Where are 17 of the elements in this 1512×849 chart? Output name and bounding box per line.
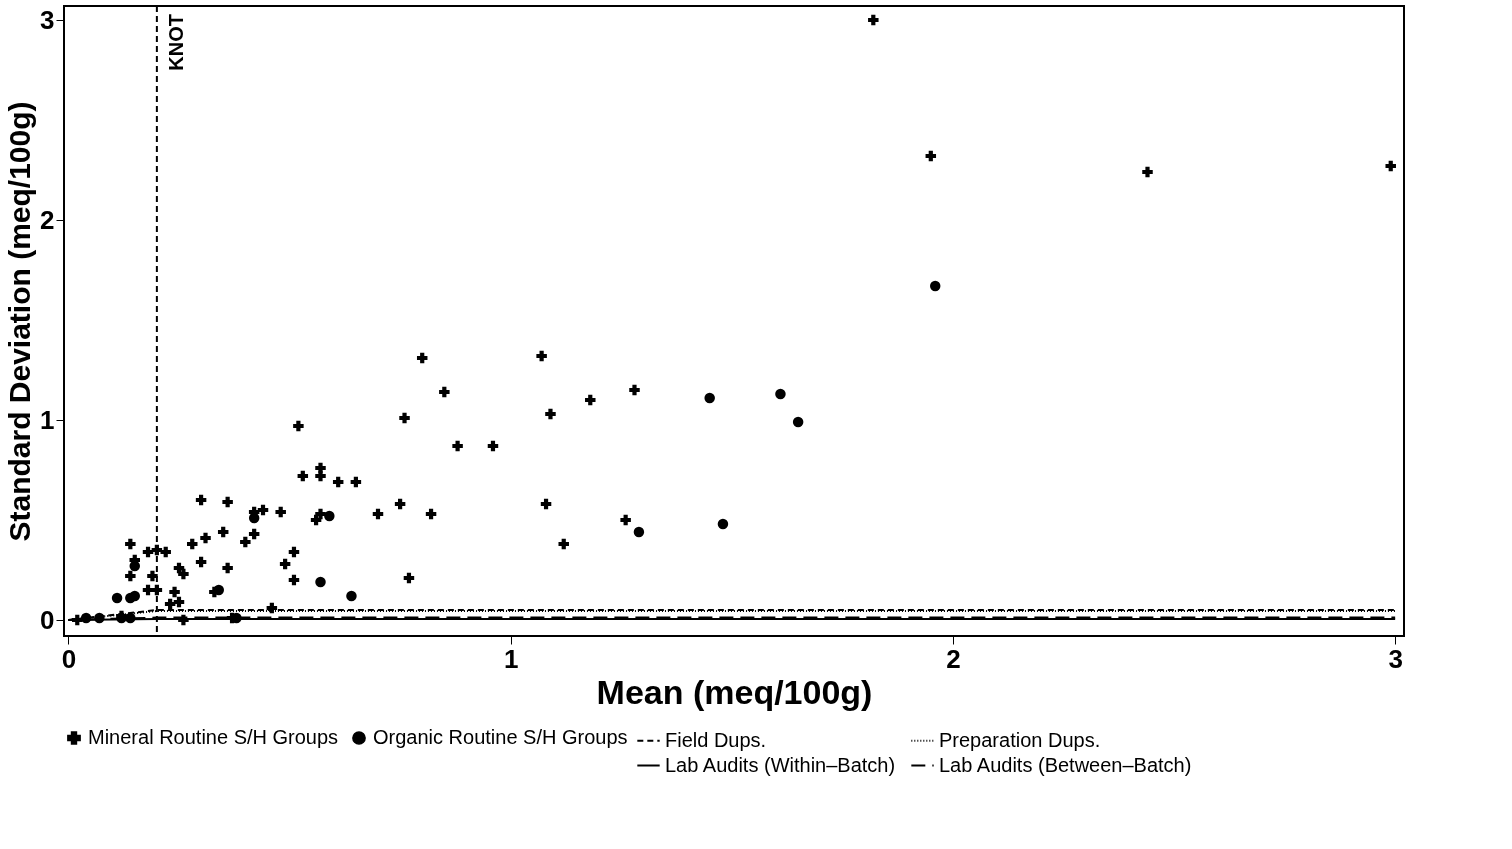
y-tick-label: 3 (40, 4, 55, 35)
x-tick-label: 3 (1388, 643, 1403, 674)
legend-label: Mineral Routine S/H Groups (88, 726, 339, 748)
legend-label: Field Dups. (665, 728, 767, 751)
x-tick-label: 1 (503, 643, 519, 674)
ref-line-label: KNOT (164, 14, 187, 71)
x-tick-label: 0 (61, 643, 77, 674)
y-tick-label: 0 (40, 604, 55, 635)
x-tick-label: 2 (946, 643, 961, 674)
legend-label: Preparation Dups. (939, 728, 1101, 751)
legend-label: Lab Audits (Between–Batch) (939, 753, 1192, 776)
legend-label: Organic Routine S/H Groups (373, 726, 628, 748)
y-tick-label: 1 (40, 404, 55, 435)
y-tick-label: 2 (40, 204, 55, 235)
y-axis-title: Standard Deviation (meq/100g) (3, 101, 37, 542)
x-axis-title: Mean (meq/100g) (596, 672, 873, 711)
legend-label: Lab Audits (Within–Batch) (665, 753, 896, 776)
